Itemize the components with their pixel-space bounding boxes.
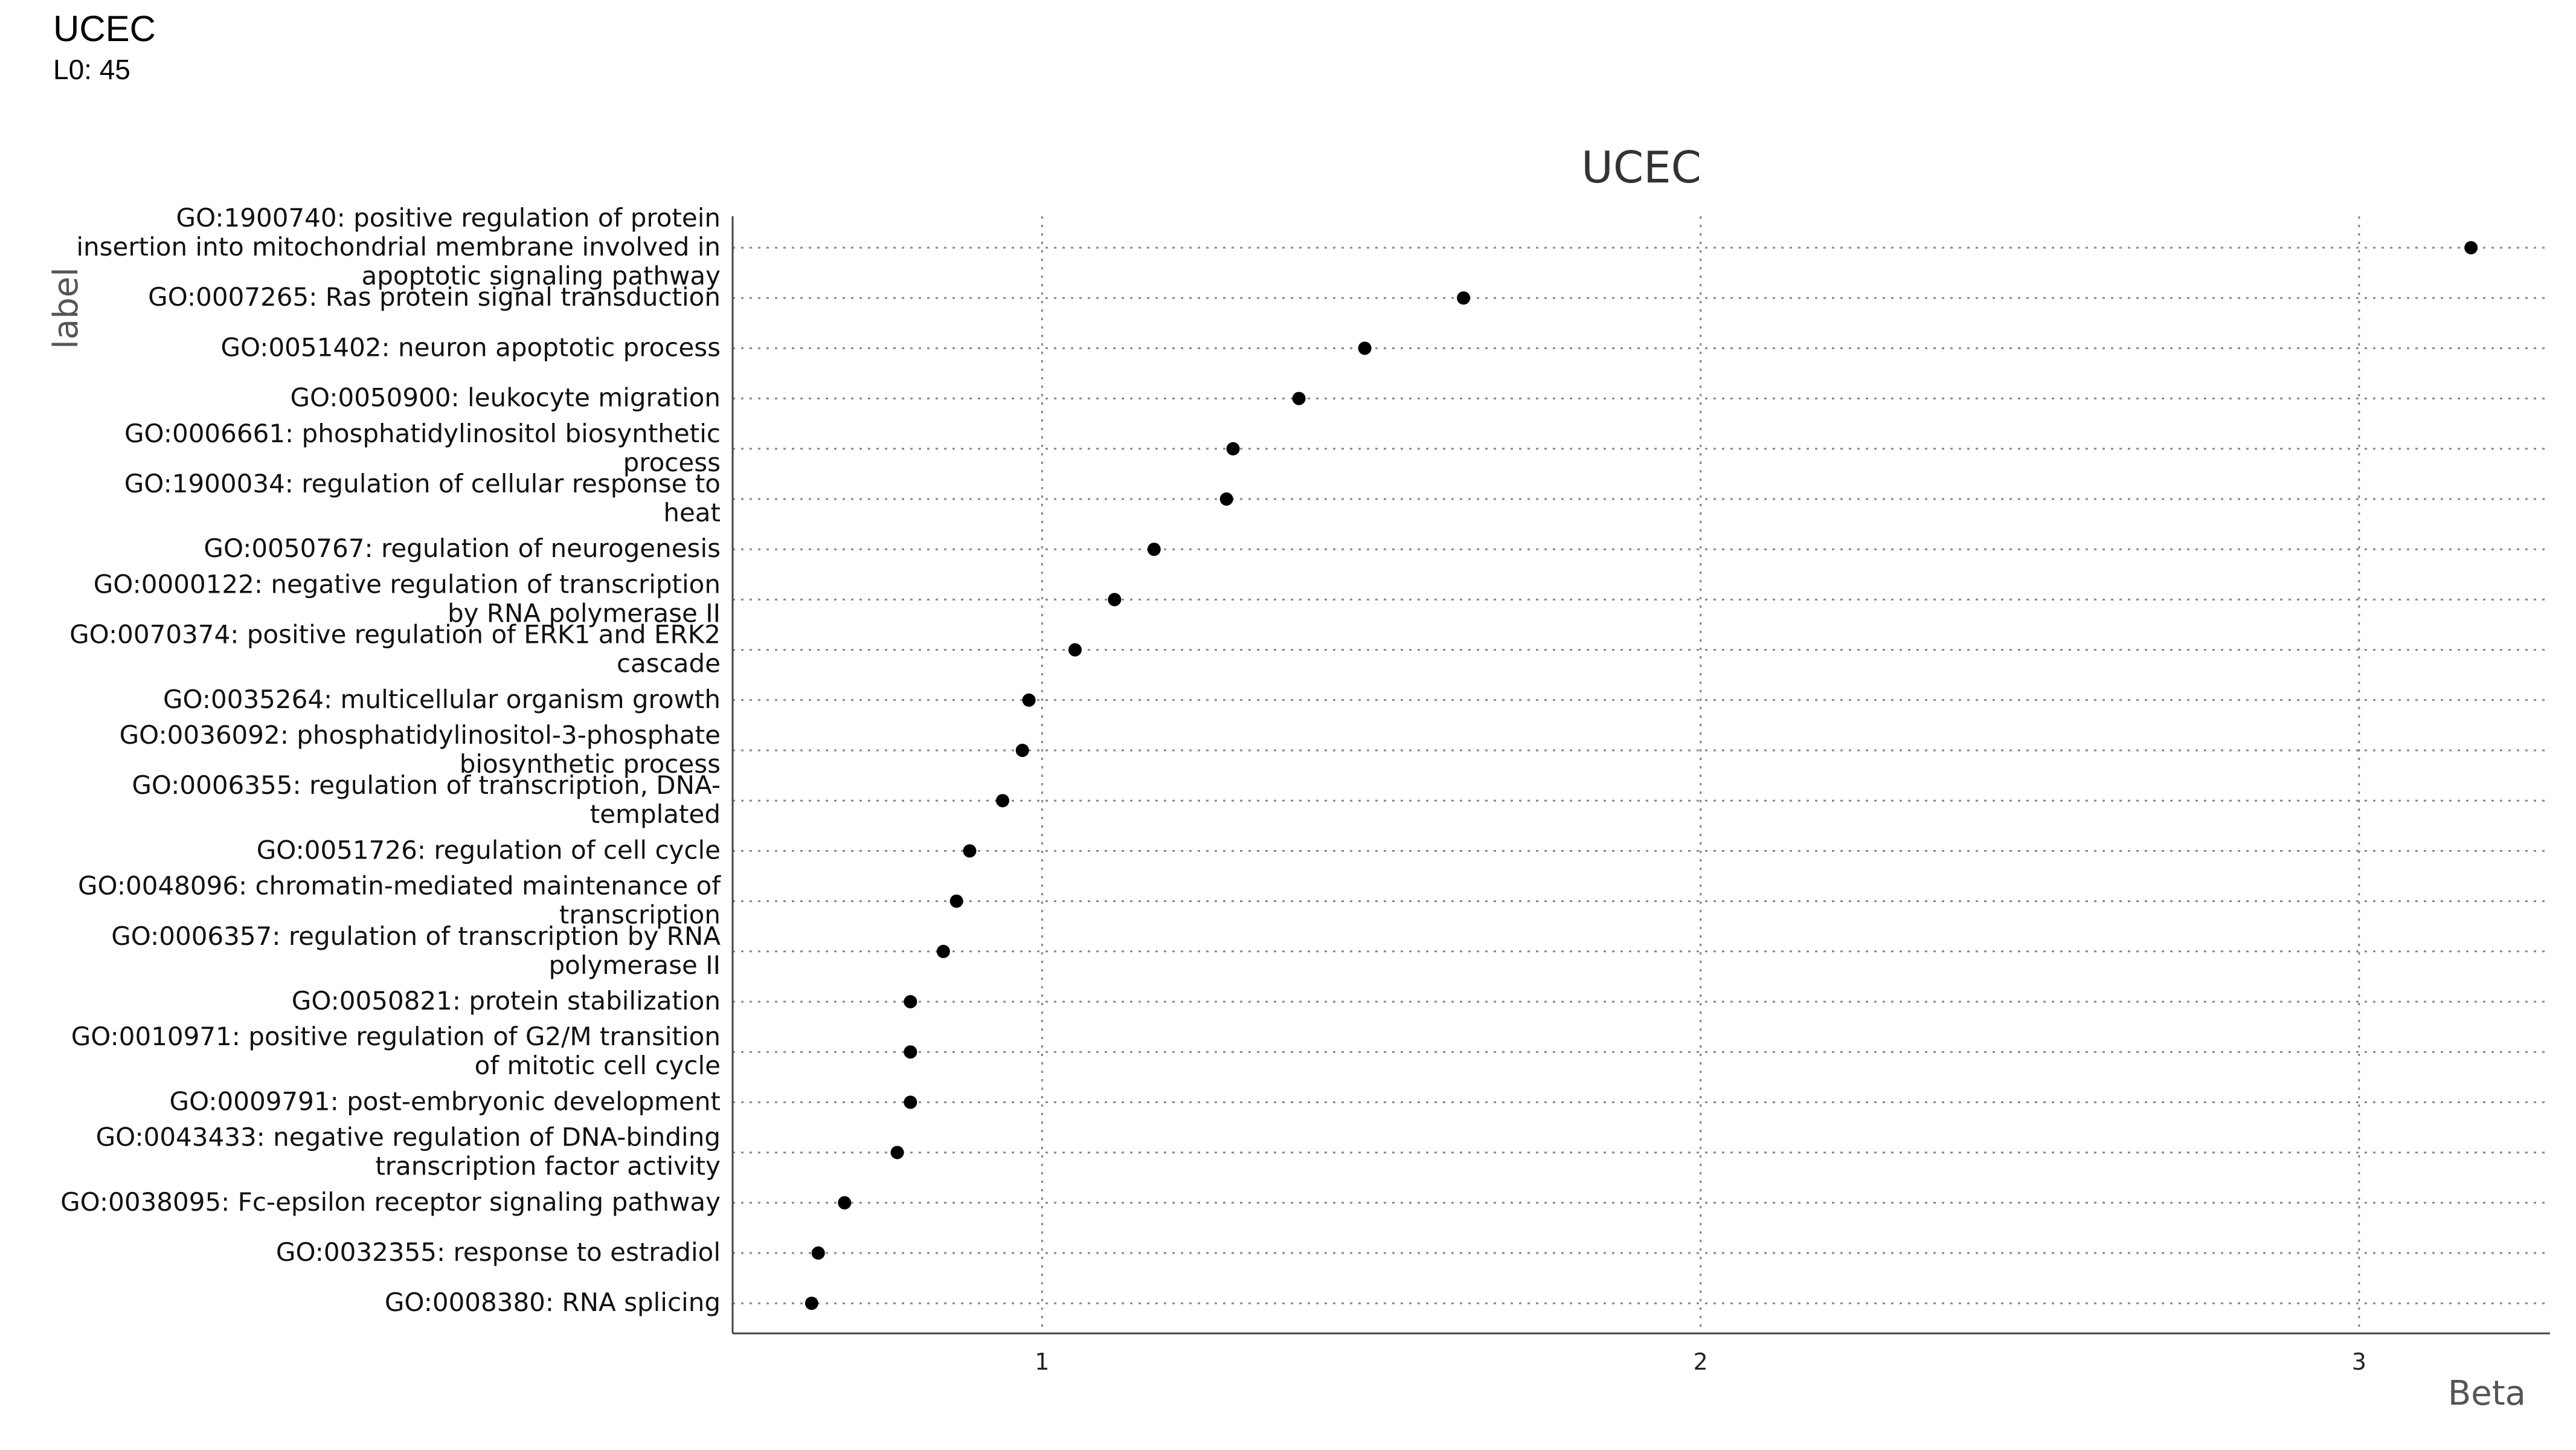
category-label: GO:0010971: positive regulation of G2/M … [71, 1022, 721, 1080]
data-point [1108, 593, 1122, 607]
data-point [1292, 392, 1306, 405]
x-tick-label: 1 [1035, 1348, 1049, 1375]
category-label: GO:0036092: phosphatidylinositol-3-phosp… [120, 720, 721, 779]
category-label: GO:0050767: regulation of neurogenesis [204, 533, 721, 563]
grid-layer [733, 216, 2550, 1333]
data-point [1015, 744, 1029, 757]
x-axis-title: Beta [2448, 1374, 2526, 1413]
data-points [805, 241, 2478, 1310]
category-label: GO:0006355: regulation of transcription,… [132, 770, 721, 829]
data-point [904, 995, 917, 1008]
axes-layer: 1 2 3 [731, 216, 2550, 1375]
data-point [890, 1146, 904, 1159]
x-tick-label: 3 [2352, 1348, 2366, 1375]
category-label: GO:0070374: positive regulation of ERK1 … [69, 620, 721, 678]
category-labels: GO:1900740: positive regulation of prote… [60, 203, 721, 1317]
data-point [1219, 492, 1233, 506]
category-label: GO:0050900: leukocyte migration [290, 383, 721, 413]
y-axis-title: label [47, 267, 86, 349]
data-point [1147, 543, 1161, 556]
category-label: GO:0008380: RNA splicing [385, 1287, 721, 1317]
x-tick-label: 2 [1694, 1348, 1708, 1375]
page-subtitle: L0: 45 [53, 54, 130, 85]
data-point [904, 1095, 917, 1109]
category-label: GO:0048096: chromatin-mediated maintenan… [78, 871, 721, 930]
category-label: GO:0051726: regulation of cell cycle [257, 835, 721, 865]
category-label: GO:1900740: positive regulation of prote… [76, 203, 721, 291]
page-title: UCEC [53, 8, 156, 49]
category-label: GO:0007265: Ras protein signal transduct… [148, 282, 721, 312]
data-point [936, 944, 950, 958]
data-point [1226, 442, 1240, 456]
data-point [904, 1045, 917, 1059]
data-point [2464, 241, 2478, 254]
chart-title: UCEC [1581, 142, 1701, 193]
category-label: GO:0032355: response to estradiol [276, 1237, 721, 1267]
category-label: GO:0050821: protein stabilization [292, 986, 721, 1016]
category-label: GO:0043433: negative regulation of DNA-b… [96, 1123, 721, 1181]
data-point [811, 1246, 825, 1260]
data-point [1358, 341, 1372, 355]
data-point [995, 794, 1009, 808]
page-header: UCEC L0: 45 [53, 7, 156, 88]
category-label: GO:0009791: post-embryonic development [170, 1086, 721, 1116]
data-point [949, 894, 963, 908]
data-point [838, 1196, 852, 1210]
category-label: GO:0000122: negative regulation of trans… [94, 569, 721, 628]
category-label: GO:0051402: neuron apoptotic process [220, 332, 721, 362]
category-label: GO:0006357: regulation of transcription … [111, 921, 721, 980]
category-label: GO:0038095: Fc-epsilon receptor signalin… [60, 1187, 721, 1217]
category-label: GO:1900034: regulation of cellular respo… [124, 469, 721, 527]
data-point [805, 1297, 818, 1310]
data-point [1457, 291, 1471, 305]
data-point [1022, 693, 1036, 707]
category-label: GO:0035264: multicellular organism growt… [163, 685, 721, 714]
category-label: GO:0006661: phosphatidylinositol biosynt… [124, 419, 721, 477]
data-point [1068, 643, 1082, 657]
data-point [963, 844, 977, 858]
